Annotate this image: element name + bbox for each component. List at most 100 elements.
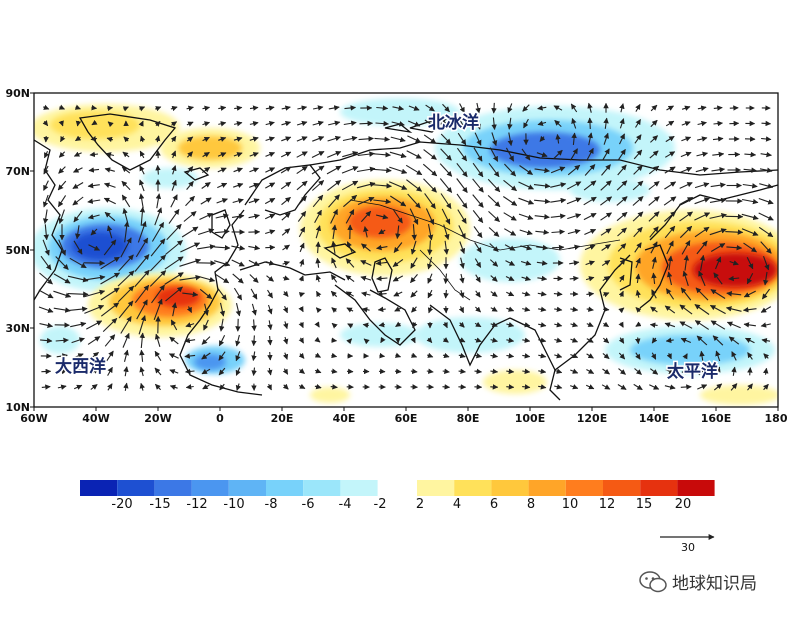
wind-arrow: [87, 336, 101, 345]
wind-arrow: [267, 289, 273, 299]
wind-arrow: [117, 285, 135, 303]
wind-arrow: [472, 162, 484, 178]
wind-arrow: [87, 182, 100, 189]
wind-arrow: [410, 274, 418, 284]
colorbar-label: -8: [265, 497, 278, 512]
wind-arrow: [502, 196, 518, 206]
colorbar-swatch-positive: [417, 480, 455, 496]
colorbar-label: -6: [302, 497, 315, 512]
wind-arrow: [730, 383, 738, 391]
wind-arrow: [729, 260, 739, 266]
wind-arrow: [251, 335, 257, 347]
wind-arrow: [315, 257, 321, 268]
wind-arrow: [554, 337, 563, 343]
wind-arrow: [694, 304, 710, 315]
wind-arrow: [472, 194, 484, 208]
wind-arrow: [553, 291, 563, 297]
wind-arrow: [89, 351, 99, 361]
wind-arrow: [763, 271, 769, 286]
wind-arrow: [427, 223, 434, 241]
wind-arrow: [118, 254, 134, 272]
wind-arrow: [459, 103, 465, 113]
wind-arrow: [745, 337, 755, 344]
wind-arrow: [520, 260, 532, 266]
wind-arrow: [459, 273, 465, 284]
cyclonic-anomaly-siberia: [490, 132, 600, 168]
wind-arrow: [425, 208, 435, 226]
wind-arrow: [741, 228, 759, 236]
wind-arrow: [314, 336, 321, 343]
wind-arrow: [567, 164, 581, 176]
wind-arrow: [218, 136, 227, 142]
reference-vector: 30: [660, 534, 715, 554]
wind-arrow: [134, 284, 150, 304]
wind-arrow: [458, 306, 464, 314]
wind-arrow: [203, 319, 209, 331]
wind-arrow: [474, 242, 482, 254]
wind-arrow: [504, 228, 517, 236]
wind-arrow: [506, 384, 515, 390]
wind-arrow: [164, 256, 184, 270]
wind-arrow: [186, 121, 194, 127]
wind-arrow: [392, 258, 404, 268]
lon-label: 40E: [333, 412, 356, 425]
lon-label: 60E: [395, 412, 418, 425]
wind-arrow: [264, 213, 276, 220]
america-east-coast: [34, 139, 63, 301]
wind-arrow: [537, 105, 547, 111]
wind-arrow: [296, 151, 308, 158]
wind-arrow: [759, 183, 774, 189]
wind-arrow: [726, 321, 741, 329]
wind-arrow: [747, 367, 753, 376]
wind-arrow: [728, 336, 740, 345]
wind-arrow: [665, 368, 675, 374]
wind-arrow: [586, 353, 594, 359]
wind-arrow: [618, 258, 626, 268]
longitude-labels: 60W 40W 20W 0 20E 40E 60E 80E 100E 120E …: [20, 412, 788, 425]
wind-arrow: [345, 209, 355, 224]
wind-arrow: [87, 214, 100, 220]
wind-arrow: [42, 194, 49, 208]
colorbar-label: -10: [223, 497, 244, 512]
wind-arrow: [103, 197, 116, 205]
svalbard: [409, 119, 447, 133]
wind-arrow: [715, 350, 721, 362]
lon-label: 60W: [20, 412, 47, 425]
wind-arrow: [698, 367, 706, 376]
wind-arrow: [761, 120, 772, 127]
wind-arrow: [713, 272, 723, 285]
wind-arrow: [635, 103, 641, 112]
wind-arrow: [537, 275, 548, 282]
wind-arrow: [185, 384, 194, 390]
wind-arrow: [651, 256, 657, 269]
reference-vector-label: 30: [681, 541, 695, 554]
wind-arrow: [179, 274, 202, 281]
wind-arrow: [155, 383, 161, 391]
wind-arrow: [473, 226, 483, 239]
wind-arrow: [744, 151, 757, 158]
wind-arrow: [488, 210, 500, 223]
wind-arrow: [665, 288, 675, 300]
wind-arrow: [265, 167, 276, 173]
wind-arrow: [741, 213, 759, 221]
wind-arrow: [473, 147, 483, 162]
wind-arrow: [440, 193, 452, 209]
wind-arrow: [217, 167, 227, 173]
wind-arrow: [503, 212, 517, 221]
wind-arrow: [746, 273, 754, 285]
wind-arrow: [633, 226, 643, 238]
wind-arrow: [331, 352, 338, 359]
wind-arrow: [311, 165, 325, 175]
wind-arrow: [600, 196, 613, 206]
wind-arrow: [538, 353, 547, 359]
wind-arrow: [39, 322, 54, 329]
wind-arrow: [635, 119, 641, 128]
colorbar-swatch-negative: [228, 480, 266, 496]
wind-arrow: [181, 226, 199, 238]
wind-arrow: [138, 106, 146, 112]
wind-arrow: [570, 384, 579, 390]
wind-arrow: [715, 366, 721, 377]
wind-arrow: [249, 152, 259, 158]
wind-arrow: [282, 244, 290, 251]
lon-label: 20W: [144, 412, 171, 425]
